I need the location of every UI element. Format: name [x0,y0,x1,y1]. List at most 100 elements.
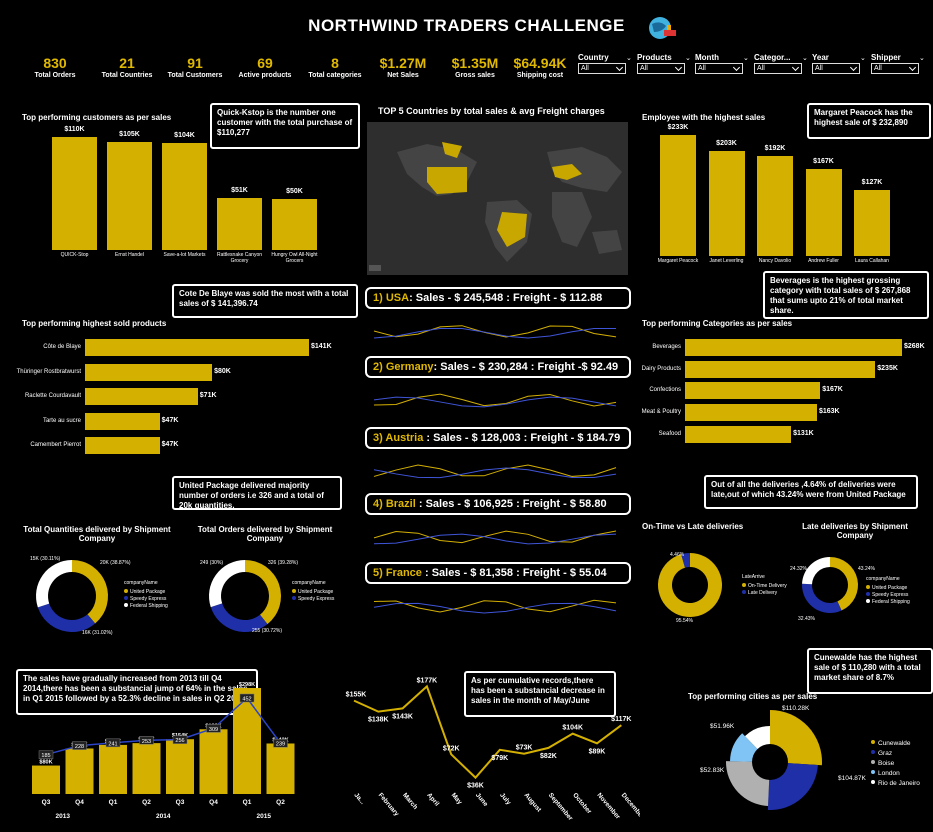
monthly-callout: As per cumulative records,there has been… [464,671,616,717]
quarter-bar[interactable] [99,744,127,794]
bar[interactable] [85,339,309,356]
donut-slice[interactable] [830,557,858,611]
bar[interactable] [805,169,842,256]
quarter-bar[interactable] [65,748,94,794]
donut-slice[interactable] [802,583,842,613]
orders-badge [273,738,288,748]
bar-category-label: Janet Leverling [709,258,744,264]
donut-slice[interactable] [245,560,281,625]
freight-line [373,396,617,408]
bar-category-label: Save-a-lot Markets [163,252,206,258]
filter-slicer[interactable]: Country ⌄ All [578,53,632,74]
chevron-down-icon: ⌄ [685,55,691,62]
bar-category-label: QUICK-Stop [60,252,89,258]
bar-value-label: $163K [818,408,840,416]
orders-value-label: 253 [142,739,151,745]
quarter-bar[interactable] [266,743,295,794]
bar[interactable] [685,425,792,443]
donut-label: 24.32% [790,566,808,572]
filter-slicer[interactable]: Products ⌄ All [637,53,691,74]
bar[interactable] [85,412,160,430]
quarter-bar[interactable] [199,729,228,794]
bar[interactable] [107,142,152,250]
bar[interactable] [217,197,262,250]
filter-slicer[interactable]: Shipper ⌄ All [871,53,925,74]
bar-category-label: Dairy Products [641,365,681,372]
kpi-label: Shipping cost [516,72,564,79]
filter-label: Categor... [754,53,791,62]
bar[interactable] [85,388,198,405]
world-map[interactable] [367,122,628,275]
bar-category-label: Laura Callahan [855,258,889,264]
quarter-bar[interactable] [233,688,261,794]
bar[interactable] [52,137,97,250]
bar[interactable] [757,156,793,256]
legend-title: companyName [124,580,158,586]
bar[interactable] [685,382,821,400]
country-sales-freight: : Sales - $ 245,548 : Freight - $ 112.88 [409,292,603,304]
bar[interactable] [685,339,902,356]
shipping-callout: United Package delivered majority number… [172,476,342,510]
filter-dropdown[interactable]: All [812,63,860,74]
country-card[interactable]: 2) Germany: Sales - $ 230,284 : Freight … [365,356,631,378]
quarter-bar[interactable] [132,743,161,794]
kpi-value: 91 [187,55,203,71]
country-rank: 1) USA [373,292,410,304]
month-value-label: $82K [540,753,557,760]
country-card[interactable]: 4) Brazil : Sales - $ 106,925 : Freight … [365,493,631,515]
month-value-label: $72K [443,745,460,752]
bar[interactable] [685,404,817,422]
donut-slice[interactable] [658,553,722,617]
legend-item: Federal Shipping [130,603,168,609]
legend-item: Speedy Express [298,596,335,602]
quarter-sales-label: $80K [39,760,52,766]
bar-category-label: Côte de Blaye [43,344,81,350]
donut-slice[interactable] [802,557,830,585]
country-card[interactable]: 1) USA: Sales - $ 245,548 : Freight - $ … [365,287,631,309]
pie-value-label: $51.96K [710,723,735,730]
bar[interactable] [660,135,696,256]
products-chart-title: Top performing highest sold products [22,319,167,328]
bar[interactable] [685,360,876,378]
kpi-label: Total Customers [167,72,223,79]
donut-label: 249 (30%) [200,560,223,566]
bar[interactable] [85,437,160,454]
filter-slicer[interactable]: Month ⌄ All [695,53,749,74]
filter-dropdown[interactable]: All [871,63,919,74]
month-tick-label: February [377,792,400,818]
kpi-value: $1.27M [379,55,427,71]
filter-slicer[interactable]: Categor... ⌄ All [754,53,808,74]
donut-slice[interactable] [681,553,690,568]
donut-slice[interactable] [37,603,96,632]
country-card[interactable]: 5) France : Sales - $ 81,358 : Freight -… [365,562,631,584]
filter-dropdown[interactable]: All [578,63,626,74]
filter-dropdown[interactable]: All [637,63,685,74]
bar-value-label: $104K [174,132,195,140]
donut-slice[interactable] [209,560,245,608]
donut-slice[interactable] [36,560,72,608]
kpi-value: $1.35M [451,55,499,71]
month-tick-label: March [401,792,419,811]
bar[interactable] [854,190,890,256]
filter-label: Month [695,53,719,62]
country-card[interactable]: 3) Austria : Sales - $ 128,003 : Freight… [365,427,631,449]
legend-title: LateArrive [742,574,765,580]
quarter-bar[interactable] [32,765,60,794]
filter-dropdown[interactable]: All [754,63,802,74]
bar[interactable] [85,363,213,381]
donut-label: 20K (38.87%) [100,560,131,566]
quarter-tick-label: Q3 [42,799,51,806]
filter-slicer[interactable]: Year ⌄ All [812,53,866,74]
bar-value-label: $47K [161,441,179,448]
bar-value-label: $110K [64,126,85,133]
donut-slice[interactable] [72,560,108,624]
bar[interactable] [708,150,745,256]
month-value-label: $36K [467,783,484,790]
orders-badge [239,693,255,703]
filter-dropdown[interactable]: All [695,63,743,74]
quarter-bar[interactable] [166,739,194,794]
bar[interactable] [272,198,317,250]
bar[interactable] [162,143,207,250]
donut-slice[interactable] [210,603,268,632]
bar-value-label: $203K [716,139,737,147]
